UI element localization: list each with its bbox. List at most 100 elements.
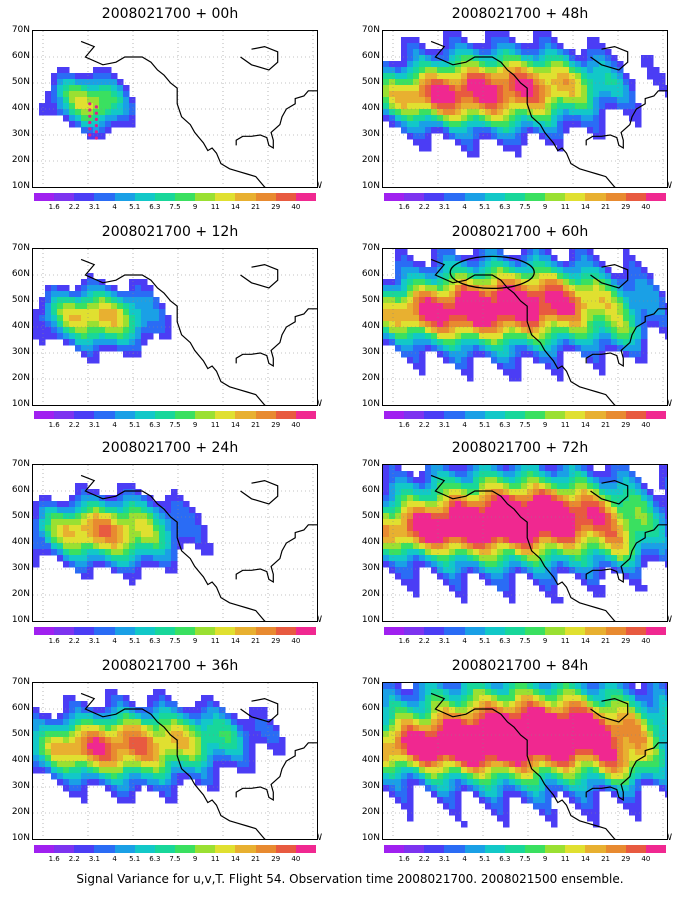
variance-cell [557,683,564,690]
variance-cell [623,737,630,744]
variance-cell [159,707,166,714]
variance-cell [129,555,136,562]
variance-cell [611,55,618,62]
variance-cell [515,701,522,708]
variance-cell [383,61,390,68]
variance-cell [521,743,528,750]
variance-cell [407,689,414,696]
variance-cell [491,67,498,74]
variance-cell [231,725,238,732]
variance-cell [431,689,438,696]
variance-cell [587,309,594,316]
variance-cell [575,767,582,774]
variance-cell [641,537,648,544]
variance-cell [437,543,444,550]
variance-cell [81,483,88,490]
variance-cell [605,55,612,62]
variance-cell [93,279,100,286]
variance-cell [419,477,426,484]
variance-cell [443,489,450,496]
variance-cell [599,127,606,134]
variance-cell [33,767,40,774]
variance-cell [75,309,82,316]
variance-cell [629,573,636,580]
variance-cell [611,285,618,292]
variance-cell [75,513,82,520]
variance-cell [431,345,438,352]
variance-cell [63,731,70,738]
variance-cell [123,731,130,738]
variance-cell [99,707,106,714]
variance-cell [485,327,492,334]
variance-cell [491,291,498,298]
variance-cell [539,483,546,490]
variance-cell [569,67,576,74]
variance-cell [147,779,154,786]
variance-cell [491,791,498,798]
variance-cell [461,821,468,828]
variance-cell [593,773,600,780]
variance-cell [503,737,510,744]
variance-cell [105,525,112,532]
variance-cell [177,519,184,526]
variance-cell [63,67,70,74]
variance-cell [467,73,474,80]
variance-cell [509,561,516,568]
variance-cell [153,321,160,328]
colorbar-labels: 1.6 2.2 3.1 4 5.1 6.3 7.5 9 11 14 21 29 40 [384,421,666,431]
variance-cell [587,683,594,690]
variance-cell [479,701,486,708]
variance-cell [581,61,588,68]
variance-cell [533,49,540,56]
variance-cell [617,489,624,496]
variance-cell [485,121,492,128]
variance-cell [473,531,480,538]
colorbar-label: 4 [112,637,117,645]
variance-cell [141,285,148,292]
variance-cell [63,701,70,708]
variance-cell [539,489,546,496]
variance-cell [575,785,582,792]
colorbar-label: 21 [601,637,611,645]
variance-cell [81,537,88,544]
variance-cell [605,465,612,472]
variance-cell [467,297,474,304]
variance-cell [461,755,468,762]
variance-cell [99,537,106,544]
lat-label: 20N [361,155,380,165]
variance-cell [509,351,516,358]
variance-cell [171,537,178,544]
variance-cell [81,701,88,708]
variance-cell [407,797,414,804]
variance-cell [437,513,444,520]
variance-cell [45,537,52,544]
variance-cell [165,695,172,702]
variance-cell [485,61,492,68]
variance-cell [159,333,166,340]
variance-cell [273,743,280,750]
variance-cell [521,785,528,792]
variance-cell [551,519,558,526]
variance-cell [401,567,408,574]
variance-cell [123,695,130,702]
variance-cell [509,273,516,280]
variance-cell [81,761,88,768]
variance-cell [57,761,64,768]
variance-cell [605,785,612,792]
variance-cell [485,755,492,762]
variance-cell [431,701,438,708]
variance-cell [575,249,582,256]
variance-cell [509,719,516,726]
variance-cell [557,375,564,382]
variance-map [382,682,668,840]
variance-cell [635,567,642,574]
variance-cell [545,109,552,116]
variance-cell [599,773,606,780]
variance-cell [111,531,118,538]
variance-cell [413,133,420,140]
variance-cell [557,531,564,538]
variance-cell [129,121,136,128]
variance-cell [497,67,504,74]
variance-cell [75,519,82,526]
variance-cell [587,525,594,532]
